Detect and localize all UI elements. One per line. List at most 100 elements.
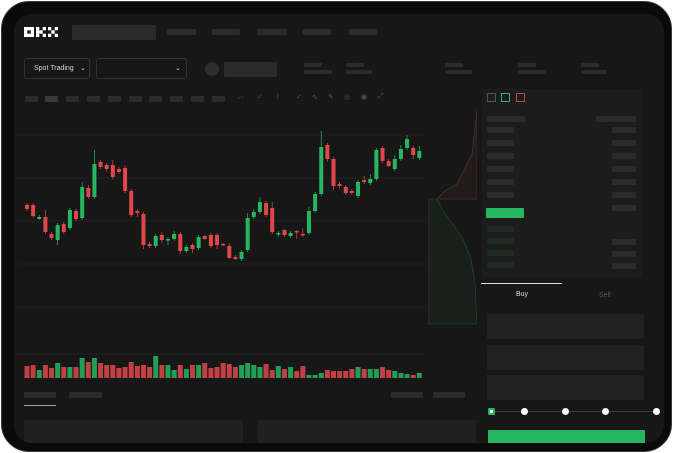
chart-type-icon[interactable]: ✓ (257, 94, 263, 101)
ask-row[interactable] (612, 153, 636, 159)
candle-body (49, 234, 54, 238)
volume-bar (367, 369, 373, 378)
volume-bar (196, 365, 202, 378)
tab-open-orders[interactable] (24, 392, 56, 398)
timeframe-button[interactable] (191, 96, 204, 102)
camera-icon[interactable]: ◎ (344, 94, 351, 101)
total-input[interactable] (487, 375, 644, 400)
volume-bar (355, 367, 361, 378)
ask-row[interactable] (487, 179, 514, 185)
bid-row[interactable] (487, 262, 514, 268)
amount-slider[interactable] (488, 408, 660, 415)
ask-row[interactable] (612, 127, 636, 133)
slider-handle[interactable] (488, 408, 495, 415)
ask-row[interactable] (487, 140, 514, 146)
volume-bar (24, 366, 30, 378)
settings-icon[interactable]: ◉ (361, 94, 368, 101)
pair-selector[interactable]: ⌄ (96, 58, 187, 79)
buy-button[interactable] (488, 430, 645, 443)
candle-body (294, 231, 299, 233)
candle-body (110, 165, 115, 177)
fullscreen-icon[interactable]: ⤢ (378, 93, 384, 100)
nav-item[interactable] (302, 29, 331, 35)
tab-buy[interactable]: Buy (516, 291, 529, 298)
volume-bar (73, 367, 79, 378)
timeframe-button[interactable] (108, 96, 121, 102)
volume-bar (269, 370, 275, 378)
market-selector[interactable]: Spot Trading ⌄ (24, 58, 90, 79)
bid-row[interactable] (612, 263, 636, 269)
line-icon[interactable]: ∿ (312, 94, 318, 101)
candle-body (190, 245, 195, 249)
timeframe-button[interactable] (170, 96, 183, 102)
nav-item[interactable] (257, 29, 287, 35)
ask-row[interactable] (612, 192, 636, 198)
timeframe-button[interactable] (45, 96, 58, 102)
okx-logo[interactable] (24, 27, 58, 37)
filter-button[interactable] (391, 392, 423, 398)
candle-body (264, 203, 269, 215)
bid-row[interactable] (612, 239, 636, 245)
nav-item[interactable] (167, 29, 196, 35)
candle-body (31, 205, 36, 216)
ask-row[interactable] (487, 153, 514, 159)
volume-bar (337, 371, 343, 378)
volume-bar (177, 365, 183, 378)
candle-body (276, 233, 281, 235)
ask-row[interactable] (612, 179, 636, 185)
timeframe-button[interactable] (212, 96, 225, 102)
candle-body (337, 184, 342, 186)
volume-bar (79, 358, 85, 378)
ask-row[interactable] (612, 166, 636, 172)
amount-input[interactable] (487, 345, 644, 370)
candle-body (184, 247, 189, 251)
ask-row[interactable] (487, 166, 514, 172)
candle-body (392, 159, 397, 169)
timeframe-button[interactable] (66, 96, 79, 102)
bid-row[interactable] (487, 226, 514, 232)
bid-row[interactable] (487, 238, 514, 244)
candle-body (270, 208, 275, 232)
pencil-icon[interactable]: ✎ (328, 94, 334, 101)
candlestick-chart[interactable] (17, 107, 427, 382)
nav-item[interactable] (349, 29, 377, 35)
volume-bar (361, 369, 367, 378)
timeframe-button[interactable] (149, 96, 162, 102)
candle-body (374, 150, 379, 179)
ask-row[interactable] (612, 140, 636, 146)
indicator-icon[interactable]: 〰 (237, 95, 244, 102)
pair-name (224, 62, 277, 77)
tab-order-history[interactable] (69, 392, 102, 398)
bid-row[interactable] (487, 250, 514, 256)
nav-item[interactable] (212, 29, 240, 35)
timeframe-button[interactable] (25, 96, 38, 102)
bottom-panel-right (258, 420, 476, 443)
volume-bar (147, 367, 153, 378)
candle-body (239, 252, 244, 259)
view-both-icon[interactable] (487, 93, 496, 102)
candle-body (221, 244, 226, 246)
volume-bar (220, 363, 226, 378)
timeframe-button[interactable] (129, 96, 142, 102)
volume-bar (263, 364, 269, 378)
candle-body (178, 234, 183, 251)
view-bids-icon[interactable] (501, 93, 510, 102)
price-input[interactable] (487, 314, 644, 339)
bid-row[interactable] (612, 251, 636, 257)
candle-body (208, 235, 213, 246)
volume-bar (239, 365, 245, 378)
check-icon[interactable]: ✓ (296, 94, 302, 101)
candle-body (98, 162, 103, 167)
volume-bar (416, 373, 422, 378)
ask-row[interactable] (487, 127, 514, 133)
tab-sell[interactable]: Sell (599, 292, 611, 299)
timeframe-button[interactable] (87, 96, 100, 102)
view-asks-icon[interactable] (516, 93, 525, 102)
volume-bar (380, 367, 386, 378)
ask-row[interactable] (487, 192, 514, 198)
drawing-icon[interactable]: ⌇ (276, 94, 280, 101)
filter-button[interactable] (433, 392, 465, 398)
candle-body (147, 244, 152, 246)
search-bar[interactable] (72, 25, 156, 40)
volume-bar (288, 367, 294, 378)
